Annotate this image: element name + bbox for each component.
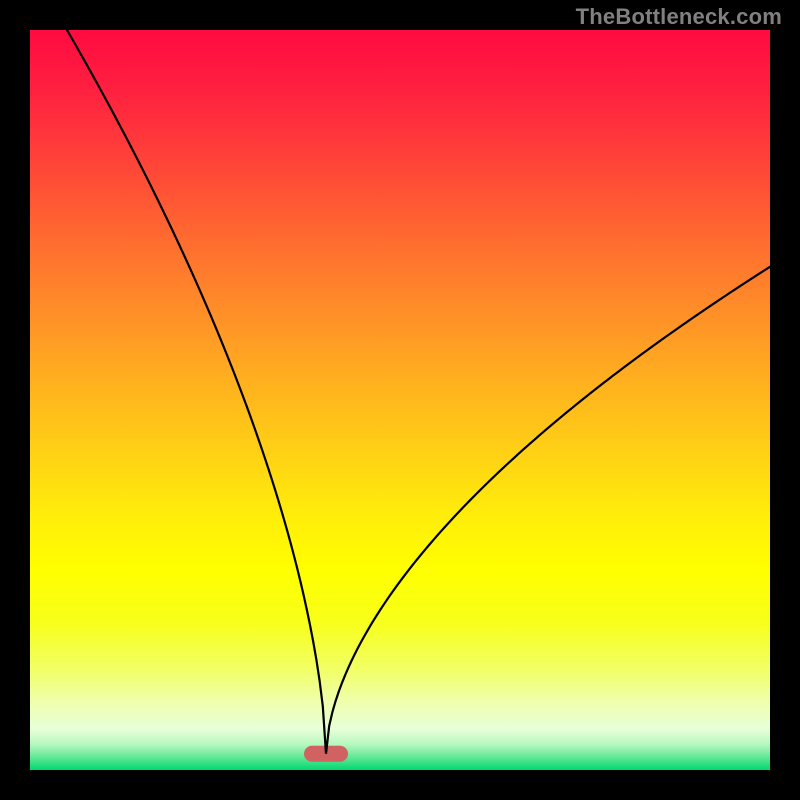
chart-frame: TheBottleneck.com [0, 0, 800, 800]
plot-background [30, 30, 770, 770]
watermark-text: TheBottleneck.com [576, 4, 782, 30]
bottleneck-curve-plot [0, 0, 800, 800]
